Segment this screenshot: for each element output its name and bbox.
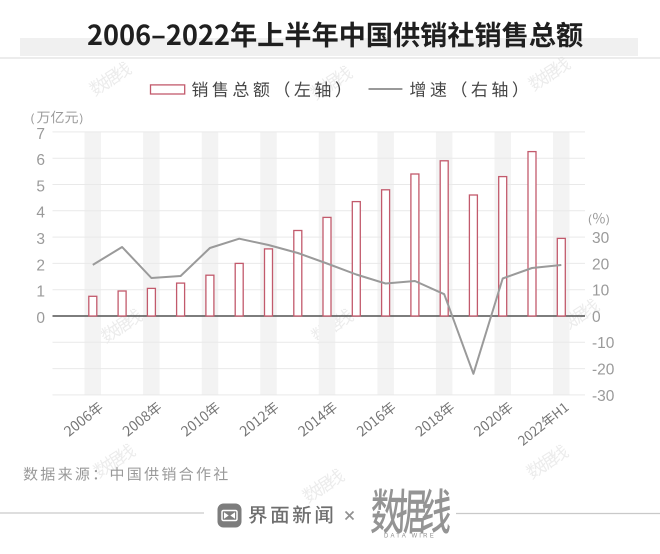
svg-text:-20: -20 xyxy=(592,362,615,379)
svg-text:-30: -30 xyxy=(592,388,615,405)
svg-text:1: 1 xyxy=(36,284,45,301)
svg-text:-10: -10 xyxy=(592,335,615,352)
svg-text:20: 20 xyxy=(592,256,610,273)
svg-text:6: 6 xyxy=(36,152,45,169)
svg-text:0: 0 xyxy=(592,309,601,326)
svg-text:2: 2 xyxy=(36,257,45,274)
svg-text:7: 7 xyxy=(36,126,45,143)
svg-text:DATA WIRE: DATA WIRE xyxy=(384,534,436,540)
svg-text:0: 0 xyxy=(36,310,45,327)
svg-text:3: 3 xyxy=(36,231,45,248)
svg-text:5: 5 xyxy=(36,178,45,195)
svg-text:4: 4 xyxy=(36,205,45,222)
svg-text:30: 30 xyxy=(592,230,610,247)
svg-text:10: 10 xyxy=(592,283,610,300)
